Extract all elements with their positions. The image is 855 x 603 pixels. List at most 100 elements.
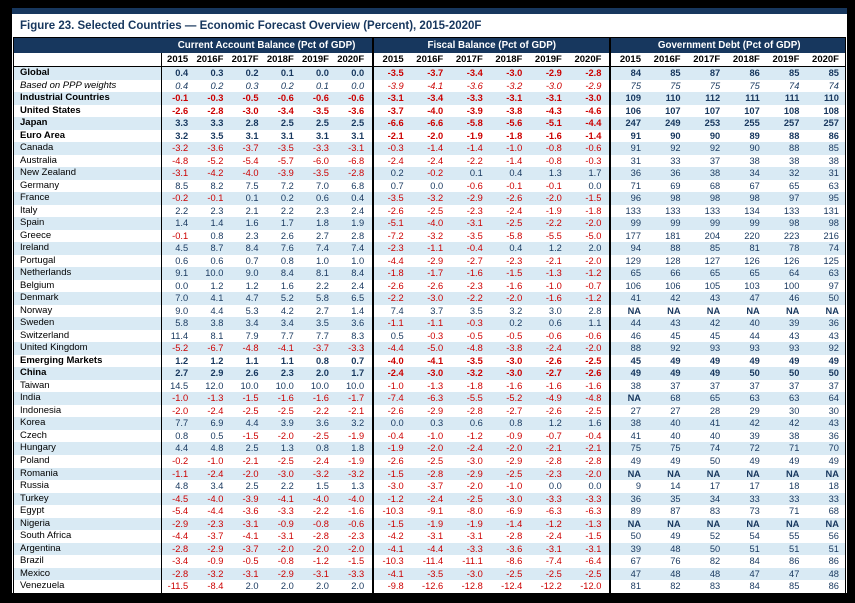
- cell: 65: [609, 267, 649, 280]
- cell: NA: [706, 468, 721, 479]
- cell: -0.9: [207, 556, 224, 567]
- cell: 93: [709, 343, 721, 354]
- cell: 7.7: [161, 417, 196, 430]
- cell: -2.4: [372, 367, 412, 380]
- row-label: France: [20, 192, 50, 204]
- cell: 50: [828, 293, 839, 304]
- cell: -3.6: [348, 105, 365, 116]
- cell: 2.5: [351, 118, 365, 129]
- cell: 30: [828, 405, 839, 416]
- cell: 3.3: [210, 118, 224, 129]
- cell: -0.2: [427, 168, 444, 179]
- cell: -2.7: [506, 405, 523, 416]
- cell: 3.2: [351, 418, 365, 429]
- cell: -2.6: [545, 355, 562, 366]
- cell: -3.3: [466, 543, 483, 554]
- cell: 74: [789, 80, 800, 91]
- cell: 0.4: [161, 67, 196, 80]
- cell: 3.6: [351, 318, 365, 329]
- cell: 2.2: [316, 280, 329, 291]
- cell: 18: [828, 481, 839, 492]
- cell: 1.7: [280, 218, 294, 229]
- table-row: Switzerland 11.4 8.1 7.9 7.7 7.7 8.3 0.5 -0.3 -0.…: [14, 329, 845, 343]
- cell: 49: [709, 368, 721, 379]
- cell: -6.6: [427, 118, 444, 129]
- cell: -11.1: [462, 556, 483, 567]
- cell: -2.7: [466, 255, 483, 266]
- cell: 31: [609, 154, 649, 168]
- top-accent-bar: [12, 8, 847, 14]
- cell: 38: [609, 417, 649, 430]
- row-label: Egypt: [20, 505, 45, 517]
- cell: 49: [670, 531, 681, 542]
- cell: -1.3: [207, 393, 224, 404]
- cell: -1.8: [585, 205, 602, 216]
- cell: -3.1: [466, 531, 483, 542]
- cell: 84: [609, 67, 649, 80]
- cell: -2.0: [242, 468, 259, 479]
- cell: 7.9: [245, 330, 259, 341]
- cell: -1.0: [506, 481, 523, 492]
- cell: 0.4: [161, 79, 196, 93]
- cell: -0.9: [277, 518, 294, 529]
- table-row: Czech 0.8 0.5 -1.5 -2.0 -2.5 -1.9 -0.4 -1.0 -1.2 -…: [14, 429, 845, 443]
- cell: -1.4: [506, 518, 523, 529]
- cell: 63: [828, 180, 839, 191]
- cell: -2.9: [585, 80, 602, 91]
- cell: -1.6: [506, 280, 523, 291]
- cell: -1.4: [585, 130, 602, 141]
- cell: -1.5: [242, 393, 259, 404]
- cell: 50: [789, 368, 800, 379]
- table-row: Global 0.4 0.3 0.2 0.1 0.0 0.0 -3.5 -3.7 -3.4 -3.0…: [14, 67, 845, 80]
- cell: 45: [670, 330, 681, 341]
- cell: -5.4: [161, 505, 196, 518]
- cell: 177: [609, 229, 649, 243]
- cell: -7.4: [372, 392, 412, 405]
- forecast-table: Current Account Balance (Pct of GDP) Fis…: [13, 37, 846, 593]
- cell: 4.4: [210, 305, 224, 316]
- cell: 3.5: [210, 130, 224, 141]
- cell: -6.0: [312, 155, 329, 166]
- cell: 3.6: [316, 418, 329, 429]
- cell: -2.0: [506, 443, 523, 454]
- cell: -2.2: [312, 506, 329, 517]
- row-label: Sweden: [20, 317, 55, 329]
- cell: 63: [749, 393, 760, 404]
- cell: 0.0: [588, 180, 602, 191]
- cell: 40: [670, 430, 681, 441]
- cell: -3.4: [277, 105, 294, 116]
- cell: 4.8: [210, 443, 224, 454]
- cell: 107: [704, 105, 721, 116]
- cell: 47: [749, 568, 760, 579]
- cell: -2.5: [277, 405, 294, 416]
- cell: -1.0: [506, 143, 523, 154]
- cell: -3.0: [277, 468, 294, 479]
- cell: 3.1: [280, 130, 294, 141]
- cell: -3.0: [372, 480, 412, 493]
- cell: -3.5: [372, 192, 412, 205]
- cell: 37: [709, 155, 721, 166]
- cell: 0.0: [351, 68, 365, 78]
- row-label: Turkey: [20, 492, 49, 504]
- cell: 93: [749, 343, 760, 354]
- cell: NA: [785, 305, 800, 316]
- cell: 0.7: [372, 179, 412, 193]
- cell: -3.1: [466, 218, 483, 229]
- cell: -9.8: [372, 580, 412, 593]
- table-row: Norway 9.0 4.4 5.3 4.2 2.7 1.4 7.4 3.7 3.5 3.2 3.0 2…: [14, 304, 845, 318]
- cell: 18: [789, 481, 800, 492]
- cell: 0.2: [280, 80, 294, 91]
- cell: 107: [744, 105, 760, 116]
- cell: -3.4: [427, 93, 444, 104]
- cell: -2.6: [585, 368, 602, 379]
- cell: 65: [709, 393, 721, 404]
- cell: 36: [670, 168, 681, 179]
- cell: -2.4: [506, 205, 523, 216]
- cell: -3.5: [312, 105, 329, 116]
- cell: 78: [789, 243, 800, 254]
- cell: 39: [749, 430, 760, 441]
- year-header: 2018F: [495, 54, 523, 65]
- cell: 10.0: [240, 380, 259, 391]
- cell: 45: [609, 354, 649, 368]
- table-row: Russia 4.8 3.4 2.5 2.2 1.5 1.3 -3.0 -3.7 -2.0 -1.0…: [14, 480, 845, 493]
